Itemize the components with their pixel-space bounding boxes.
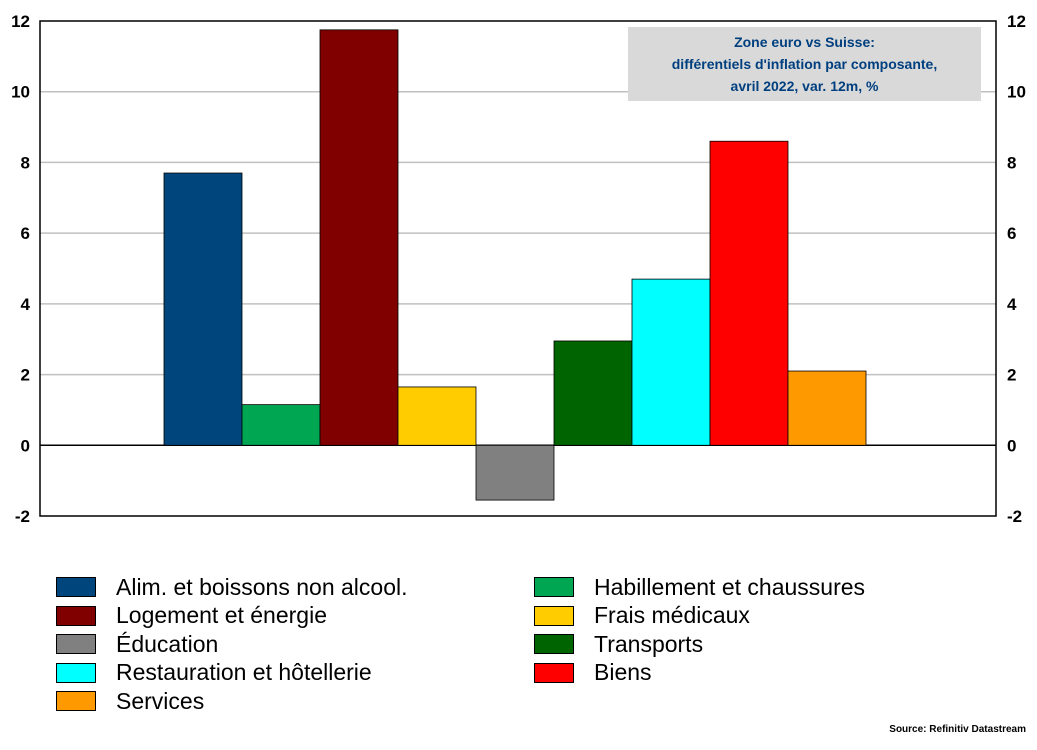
bar [709, 140, 789, 446]
y-tick-label-left: 10 [11, 83, 30, 102]
y-tick-label-left: 2 [21, 366, 30, 385]
legend-label: Restauration et hôtellerie [116, 659, 372, 685]
bar [787, 370, 867, 446]
legend-label: Logement et énergie [116, 602, 327, 628]
legend-label: Frais médicaux [594, 602, 750, 628]
y-tick-label-left: 6 [21, 224, 30, 243]
y-tick-label-left: -2 [15, 507, 30, 526]
y-tick-label-left: 8 [21, 153, 30, 172]
bar [553, 340, 633, 446]
legend-label: Services [116, 687, 205, 714]
y-tick-label-right: 10 [1007, 83, 1026, 102]
legend-swatch [534, 662, 574, 683]
bar [319, 29, 399, 446]
legend-swatch [56, 662, 96, 683]
y-tick-label-right: 8 [1007, 153, 1016, 172]
legend-item: Biens [534, 659, 652, 687]
legend-item: Restauration et hôtellerie [56, 659, 372, 687]
chart-title-box: Zone euro vs Suisse: différentiels d'inf… [628, 27, 981, 101]
y-tick-label-right: -2 [1007, 507, 1022, 526]
bar [163, 172, 243, 446]
bar [397, 386, 477, 446]
legend-swatch [56, 577, 96, 597]
legend-item: Transports [534, 630, 703, 658]
legend-swatch [534, 577, 574, 597]
source-note: Source: Refinitiv Datastream [889, 724, 1026, 735]
plot-frame [39, 20, 997, 517]
legend-label: Alim. et boissons non alcool. [116, 573, 408, 600]
y-tick-label-left: 4 [21, 295, 31, 314]
legend-swatch [56, 634, 96, 654]
legend-item: Alim. et boissons non alcool. [56, 573, 408, 601]
legend-label: Biens [594, 659, 652, 685]
y-tick-label-left: 0 [21, 436, 30, 455]
y-tick-label-right: 12 [1007, 12, 1026, 31]
legend-item: Frais médicaux [534, 602, 750, 630]
legend-swatch [534, 634, 574, 654]
bar [631, 278, 711, 446]
y-tick-label-right: 6 [1007, 224, 1016, 243]
legend-item: Logement et énergie [56, 602, 327, 630]
y-tick-label-right: 0 [1007, 436, 1016, 455]
legend-label: Habillement et chaussures [594, 573, 866, 600]
legend-swatch [56, 605, 96, 626]
legend-label: Éducation [116, 630, 219, 657]
chart-title-line-3: avril 2022, var. 12m, % [730, 78, 879, 94]
y-tick-label-right: 4 [1007, 295, 1017, 314]
chart-title-line-1: Zone euro vs Suisse: [734, 34, 875, 50]
y-tick-label-left: 12 [11, 12, 30, 31]
legend-swatch [534, 605, 574, 626]
y-tick-label-right: 2 [1007, 366, 1016, 385]
legend-item: Habillement et chaussures [534, 573, 865, 601]
legend-item: Services [56, 687, 204, 715]
legend-label: Transports [594, 630, 704, 657]
chart-title-line-2: différentiels d'inflation par composante… [671, 56, 938, 72]
bar [475, 444, 555, 501]
bar-chart: 12 12 10 10 8 8 6 6 4 4 2 2 0 0 -2 -2 [11, 12, 1026, 526]
bar [241, 404, 321, 446]
chart-legend: Alim. et boissons non alcool. Habillement… [56, 573, 956, 718]
legend-swatch [56, 691, 96, 711]
legend-item: Éducation [56, 630, 218, 658]
